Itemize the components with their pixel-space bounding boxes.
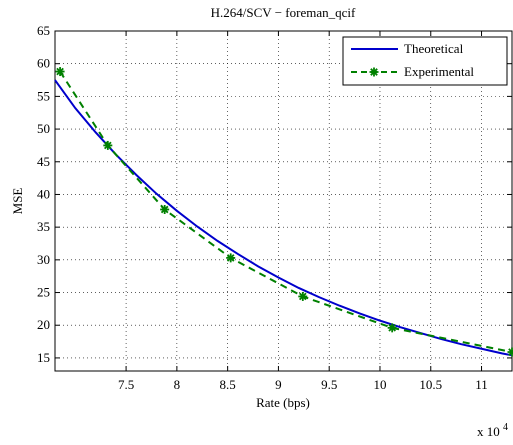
series-layer: [54, 67, 513, 357]
x-axis: 7.5 8 8.5 9 9.5 10 10.5 11: [118, 31, 488, 392]
legend: Theoretical Experimental: [342, 36, 508, 86]
marker-stroke: [508, 349, 513, 356]
marker-stroke: [370, 68, 378, 76]
data-point-experimental: [226, 253, 236, 263]
y-tick-label: 55: [37, 88, 50, 103]
y-tick-label: 45: [37, 154, 50, 169]
legend-label-theoretical: Theoretical: [404, 41, 464, 56]
x-tick-label: 11: [475, 377, 488, 392]
y-tick-label: 30: [37, 252, 50, 267]
x-axis-multiplier-exponent: 4: [503, 422, 508, 433]
y-tick-label: 35: [37, 219, 50, 234]
x-axis-multiplier-base: x 10: [477, 424, 500, 439]
data-point-experimental: [507, 347, 513, 357]
data-point-experimental: [160, 205, 170, 214]
y-axis-label: MSE: [10, 188, 25, 215]
x-axis-label: Rate (bps): [256, 395, 310, 410]
marker-stroke: [103, 141, 112, 150]
y-tick-label: 60: [37, 56, 50, 71]
x-tick-label: 8.5: [220, 377, 236, 392]
data-point-experimental: [298, 291, 308, 301]
x-tick-label: 8: [174, 377, 181, 392]
plot-area: [54, 30, 513, 372]
y-axis: 15 20 25 30 35 40 45 50 55 60 65: [37, 23, 512, 365]
marker-stroke: [56, 67, 64, 76]
marker-stroke: [298, 292, 307, 301]
legend-marker-point: [369, 67, 379, 77]
x-tick-label: 10: [373, 377, 386, 392]
marker-stroke: [160, 205, 169, 214]
y-tick-label: 50: [37, 121, 50, 136]
chart-title: H.264/SCV − foreman_qcif: [211, 5, 356, 20]
x-tick-label: 9.5: [321, 377, 337, 392]
data-point-experimental: [103, 140, 113, 150]
y-tick-label: 25: [37, 285, 50, 300]
y-tick-label: 20: [37, 317, 50, 332]
grid-lines: [55, 30, 512, 371]
x-tick-label: 9: [275, 377, 282, 392]
data-point-experimental: [387, 323, 397, 333]
y-tick-label: 65: [37, 23, 50, 38]
legend-marker-experimental: [369, 67, 379, 77]
legend-label-experimental: Experimental: [404, 64, 474, 79]
marker-stroke: [226, 254, 235, 262]
y-tick-label: 40: [37, 186, 50, 201]
x-tick-label: 7.5: [118, 377, 134, 392]
y-tick-label: 15: [37, 350, 50, 365]
x-tick-label: 10.5: [419, 377, 442, 392]
marker-stroke: [388, 324, 396, 332]
series-line-theoretical: [54, 79, 513, 357]
legend-box: [342, 36, 508, 86]
x-axis-multiplier: x 10 4: [477, 422, 508, 439]
data-point-experimental: [55, 67, 65, 77]
